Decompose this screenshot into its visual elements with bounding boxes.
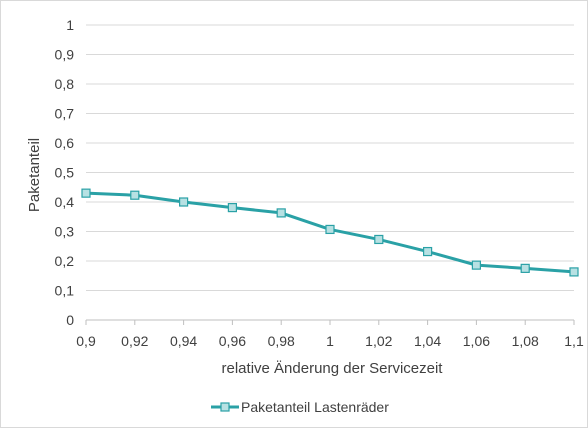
gridlines <box>86 25 574 291</box>
x-tick-label: 1,04 <box>414 333 441 349</box>
x-axis-title: relative Änderung der Servicezeit <box>222 360 444 377</box>
data-point <box>277 209 285 217</box>
data-point <box>570 268 578 276</box>
y-tick-label: 0,9 <box>55 47 75 63</box>
y-tick-label: 0,7 <box>55 106 75 122</box>
data-point <box>375 235 383 243</box>
x-tick-label: 1,06 <box>463 333 490 349</box>
x-tick-label: 1 <box>326 333 334 349</box>
y-tick-label: 0,4 <box>55 194 75 210</box>
data-point <box>326 225 334 233</box>
x-tick-label: 0,98 <box>268 333 295 349</box>
y-tick-label: 0,3 <box>55 224 75 240</box>
y-axis-title: Paketanteil <box>26 138 43 212</box>
data-point <box>228 204 236 212</box>
y-tick-label: 0,5 <box>55 165 75 181</box>
data-point <box>424 248 432 256</box>
x-tick-label: 0,9 <box>76 333 96 349</box>
y-tick-label: 1 <box>66 17 74 33</box>
y-tick-label: 0 <box>66 312 74 328</box>
x-tick-label: 0,92 <box>121 333 148 349</box>
data-point <box>131 191 139 199</box>
x-tick-label: 0,94 <box>170 333 197 349</box>
y-tick-label: 0,2 <box>55 253 75 269</box>
data-point <box>521 264 529 272</box>
legend: Paketanteil Lastenräder <box>211 399 389 415</box>
data-point <box>180 198 188 206</box>
y-tick-label: 0,6 <box>55 135 75 151</box>
x-tick-label: 1,1 <box>564 333 584 349</box>
data-point <box>82 189 90 197</box>
legend-label: Paketanteil Lastenräder <box>241 399 389 415</box>
x-tick-label: 0,96 <box>219 333 246 349</box>
x-tick-label: 1,02 <box>365 333 392 349</box>
legend-marker <box>221 403 229 411</box>
axes: 0 0,1 0,2 0,3 0,4 0,5 0,6 0,7 0,8 0,9 1 0,9 0,92 0,94… <box>55 17 584 349</box>
data-point <box>472 261 480 269</box>
x-tick-label: 1,08 <box>512 333 539 349</box>
y-tick-label: 0,1 <box>55 283 75 299</box>
y-tick-label: 0,8 <box>55 76 75 92</box>
